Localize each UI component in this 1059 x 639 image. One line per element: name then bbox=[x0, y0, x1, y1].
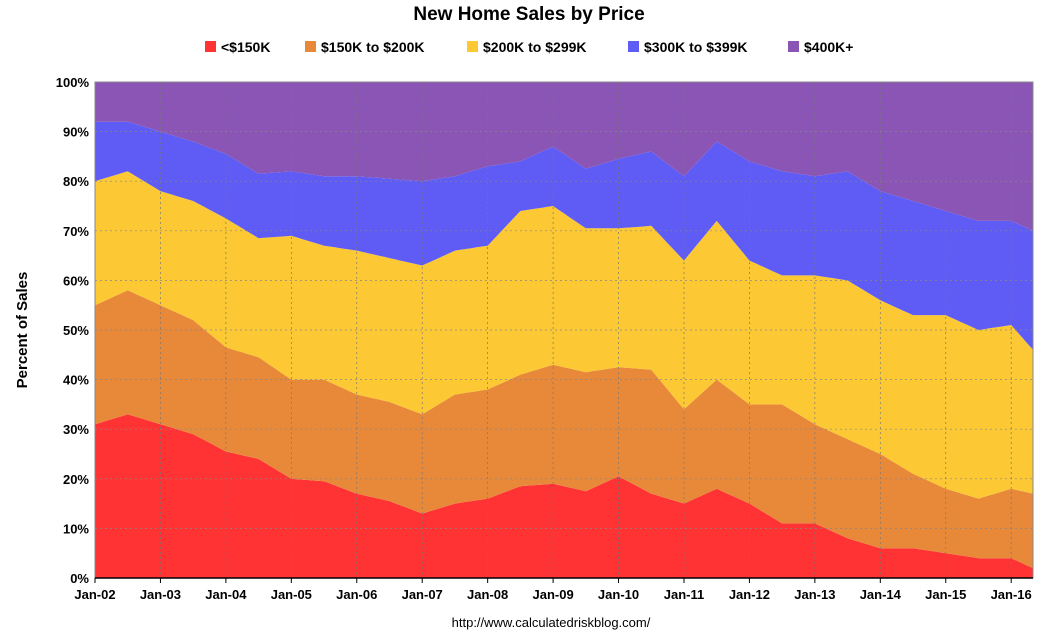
legend-swatch bbox=[305, 41, 316, 52]
area-series-300k-to-399k bbox=[95, 121, 1033, 350]
y-tick-label: 50% bbox=[63, 323, 89, 338]
y-tick-label: 20% bbox=[63, 472, 89, 487]
x-tick-label: Jan-05 bbox=[271, 587, 312, 602]
y-tick-label: 70% bbox=[63, 224, 89, 239]
x-tick-label: Jan-02 bbox=[74, 587, 115, 602]
legend-swatch bbox=[467, 41, 478, 52]
chart-title: New Home Sales by Price bbox=[413, 4, 644, 25]
y-tick-label: 10% bbox=[63, 521, 89, 536]
y-tick-label: 40% bbox=[63, 373, 89, 388]
y-tick-label: 90% bbox=[63, 125, 89, 140]
y-tick-label: 80% bbox=[63, 174, 89, 189]
y-axis-label: Percent of Sales bbox=[14, 272, 31, 389]
source-url: http://www.calculatedriskblog.com/ bbox=[452, 615, 651, 630]
legend-swatch bbox=[628, 41, 639, 52]
x-tick-label: Jan-12 bbox=[729, 587, 770, 602]
legend-label: $400K+ bbox=[804, 39, 853, 55]
legend-swatch bbox=[788, 41, 799, 52]
legend-label: $150K to $200K bbox=[321, 39, 425, 55]
x-tick-label: Jan-04 bbox=[205, 587, 247, 602]
x-tick-label: Jan-14 bbox=[860, 587, 902, 602]
y-tick-label: 60% bbox=[63, 273, 89, 288]
x-tick-label: Jan-15 bbox=[925, 587, 966, 602]
legend-swatch bbox=[205, 41, 216, 52]
area-series-150k bbox=[95, 414, 1033, 578]
legend-label: <$150K bbox=[221, 39, 270, 55]
x-tick-label: Jan-13 bbox=[794, 587, 835, 602]
y-axis: 0% 10% 20% 30% 40% 50% 60% 70% 80% 90% 100% bbox=[56, 75, 90, 586]
x-tick-label: Jan-07 bbox=[402, 587, 443, 602]
y-tick-label: 30% bbox=[63, 422, 89, 437]
x-tick-label: Jan-08 bbox=[467, 587, 508, 602]
x-tick-label: Jan-09 bbox=[532, 587, 573, 602]
legend: <$150K $150K to $200K $200K to $299K $300K … bbox=[205, 39, 853, 55]
y-tick-label: 100% bbox=[56, 75, 90, 90]
x-tick-label: Jan-16 bbox=[991, 587, 1032, 602]
legend-label: $200K to $299K bbox=[483, 39, 587, 55]
y-tick-label: 0% bbox=[70, 571, 89, 586]
x-tick-label: Jan-11 bbox=[664, 587, 704, 602]
x-axis: Jan-02 Jan-03 Jan-04 Jan-05 Jan-06 Jan-07 Jan-… bbox=[74, 578, 1032, 602]
area-series-200k-to-299k bbox=[95, 171, 1033, 499]
x-tick-label: Jan-10 bbox=[598, 587, 639, 602]
plot-area bbox=[94, 81, 1034, 579]
area-series-150k-to-200k bbox=[95, 290, 1033, 569]
x-tick-label: Jan-03 bbox=[140, 587, 181, 602]
legend-label: $300K to $399K bbox=[644, 39, 748, 55]
x-tick-label: Jan-06 bbox=[336, 587, 377, 602]
area-series-400k bbox=[95, 82, 1033, 231]
